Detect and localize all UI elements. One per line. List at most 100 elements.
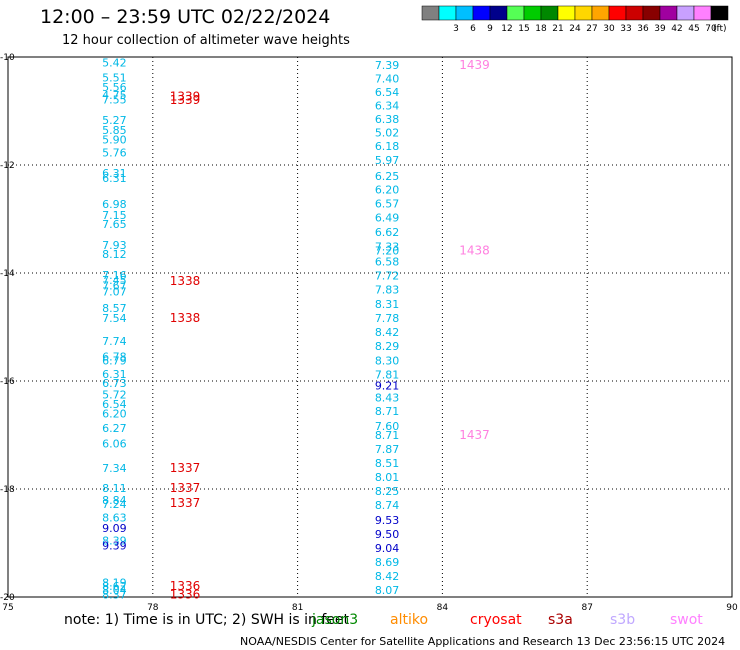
wave-height-label: 6.27 xyxy=(102,422,127,435)
legend-label: 45 xyxy=(688,24,699,34)
time-label: 1338 xyxy=(170,311,201,325)
time-label: 1437 xyxy=(459,428,490,442)
wave-height-label: 8.04 xyxy=(102,584,127,597)
satellite-label-s3b: s3b xyxy=(610,612,636,628)
legend-swatch xyxy=(523,5,542,21)
wave-height-label: 7.65 xyxy=(102,218,127,231)
wave-height-label: 7.60 xyxy=(375,420,400,433)
wave-height-label: 7.16 xyxy=(102,269,127,282)
wave-height-label: 8.71 xyxy=(375,405,400,418)
altimeter-chart: 75 78 81 84 87 90-10-12-14-16-18-205.425.515.… xyxy=(0,5,738,610)
wave-height-label: 9.50 xyxy=(375,528,400,541)
legend-swatch xyxy=(472,5,491,21)
legend-swatch xyxy=(557,5,576,21)
wave-height-label: 8.71 xyxy=(375,429,400,442)
wave-height-label: 6.62 xyxy=(375,226,400,239)
wave-height-label: 7.74 xyxy=(102,335,127,348)
y-tick-label: -16 xyxy=(0,377,15,387)
wave-height-label: 6.57 xyxy=(375,197,400,210)
wave-height-label: 6.73 xyxy=(102,377,127,390)
wave-height-label: 8.84 xyxy=(102,494,127,507)
wave-height-label: 5.27 xyxy=(102,114,127,127)
wave-height-label: 5.02 xyxy=(375,127,400,140)
wave-height-label: 7.83 xyxy=(375,284,400,297)
page-title: 12:00 – 23:59 UTC 02/22/2024 xyxy=(40,6,331,28)
wave-height-label: 7.67 xyxy=(102,279,127,292)
legend-swatch xyxy=(438,5,457,21)
wave-height-label: 9.09 xyxy=(102,522,127,535)
legend-swatch xyxy=(693,5,712,21)
legend-label: 12 xyxy=(501,24,512,34)
wave-height-label: 9.04 xyxy=(375,542,400,555)
satellite-label-jason3: jason3 xyxy=(312,612,359,628)
x-tick-label: 90 xyxy=(726,603,738,610)
wave-height-label: 7.81 xyxy=(375,369,400,382)
wave-height-label: 5.56 xyxy=(102,81,127,94)
legend-swatch xyxy=(625,5,644,21)
wave-height-label: 9.21 xyxy=(375,379,400,392)
legend-label: 6 xyxy=(470,24,476,34)
time-label: 1336 xyxy=(170,579,201,593)
wave-height-label: 7.24 xyxy=(102,498,127,511)
wave-height-label: 6.18 xyxy=(375,140,400,153)
wave-height-label: 8.39 xyxy=(102,534,127,547)
legend-swatch xyxy=(608,5,627,21)
wave-height-label: 8.57 xyxy=(102,302,127,315)
wave-height-label: 8.51 xyxy=(375,457,400,470)
wave-height-label: 8.12 xyxy=(102,248,127,261)
time-label: 1339 xyxy=(170,89,201,103)
wave-height-label: 6.06 xyxy=(102,438,127,451)
wave-height-label: 7.34 xyxy=(102,462,127,475)
legend-label: 33 xyxy=(620,24,631,34)
wave-height-label: 8.37 xyxy=(102,588,127,601)
wave-height-label: 8.29 xyxy=(375,340,400,353)
wave-height-label: 7.72 xyxy=(375,270,400,283)
legend-label: 70 xyxy=(705,24,717,34)
wave-height-label: 5.97 xyxy=(375,154,400,167)
wave-height-label: 8.11 xyxy=(102,482,127,495)
wave-height-label: 8.43 xyxy=(375,392,400,405)
wave-height-label: 8.19 xyxy=(102,576,127,589)
wave-height-label: 7.87 xyxy=(375,443,400,456)
legend-label: 3 xyxy=(453,24,459,34)
wave-height-label: 8.07 xyxy=(375,584,400,597)
wave-height-label: 8.01 xyxy=(375,471,400,484)
legend-swatch xyxy=(489,5,508,21)
wave-height-label: 8.31 xyxy=(375,298,400,311)
wave-height-label: 7.39 xyxy=(375,59,400,72)
wave-height-label: 5.51 xyxy=(102,72,127,85)
legend-swatch xyxy=(421,5,440,21)
y-tick-label: -14 xyxy=(0,269,15,279)
wave-height-label: 5.90 xyxy=(102,134,127,147)
wave-height-label: 8.63 xyxy=(102,512,127,525)
x-tick-label: 81 xyxy=(292,603,303,610)
wave-height-label: 8.42 xyxy=(375,326,400,339)
legend-swatch xyxy=(710,5,729,21)
legend-label: 39 xyxy=(654,24,666,34)
wave-height-label: 6.31 xyxy=(102,167,127,180)
legend-swatch xyxy=(540,5,559,21)
time-label: 1338 xyxy=(170,274,201,288)
wave-height-label: 6.78 xyxy=(102,351,127,364)
satellite-label-altiko: altiko xyxy=(390,612,429,628)
wave-height-label: 7.78 xyxy=(375,312,400,325)
wave-height-label: 7.45 xyxy=(102,274,127,287)
wave-height-label: 6.54 xyxy=(375,86,400,99)
x-tick-label: 84 xyxy=(437,603,449,610)
wave-height-label: 7.55 xyxy=(102,94,127,107)
plot-frame xyxy=(7,56,733,598)
time-label: 1337 xyxy=(170,496,201,510)
wave-height-label: 6.31 xyxy=(102,368,127,381)
wave-height-label: 6.20 xyxy=(102,407,127,420)
wave-height-label: 4.75 xyxy=(102,89,127,102)
wave-height-label: 7.40 xyxy=(375,73,400,86)
y-tick-label: -20 xyxy=(0,593,15,603)
time-label: 1337 xyxy=(170,461,201,475)
legend-swatch xyxy=(506,5,525,21)
x-tick-label: 78 xyxy=(147,603,159,610)
footer-note: note: 1) Time is in UTC; 2) SWH is in fe… xyxy=(64,612,350,628)
legend-swatch xyxy=(574,5,593,21)
time-label: 1336 xyxy=(170,587,201,601)
legend-swatch xyxy=(591,5,610,21)
wave-height-label: 6.38 xyxy=(375,113,400,126)
